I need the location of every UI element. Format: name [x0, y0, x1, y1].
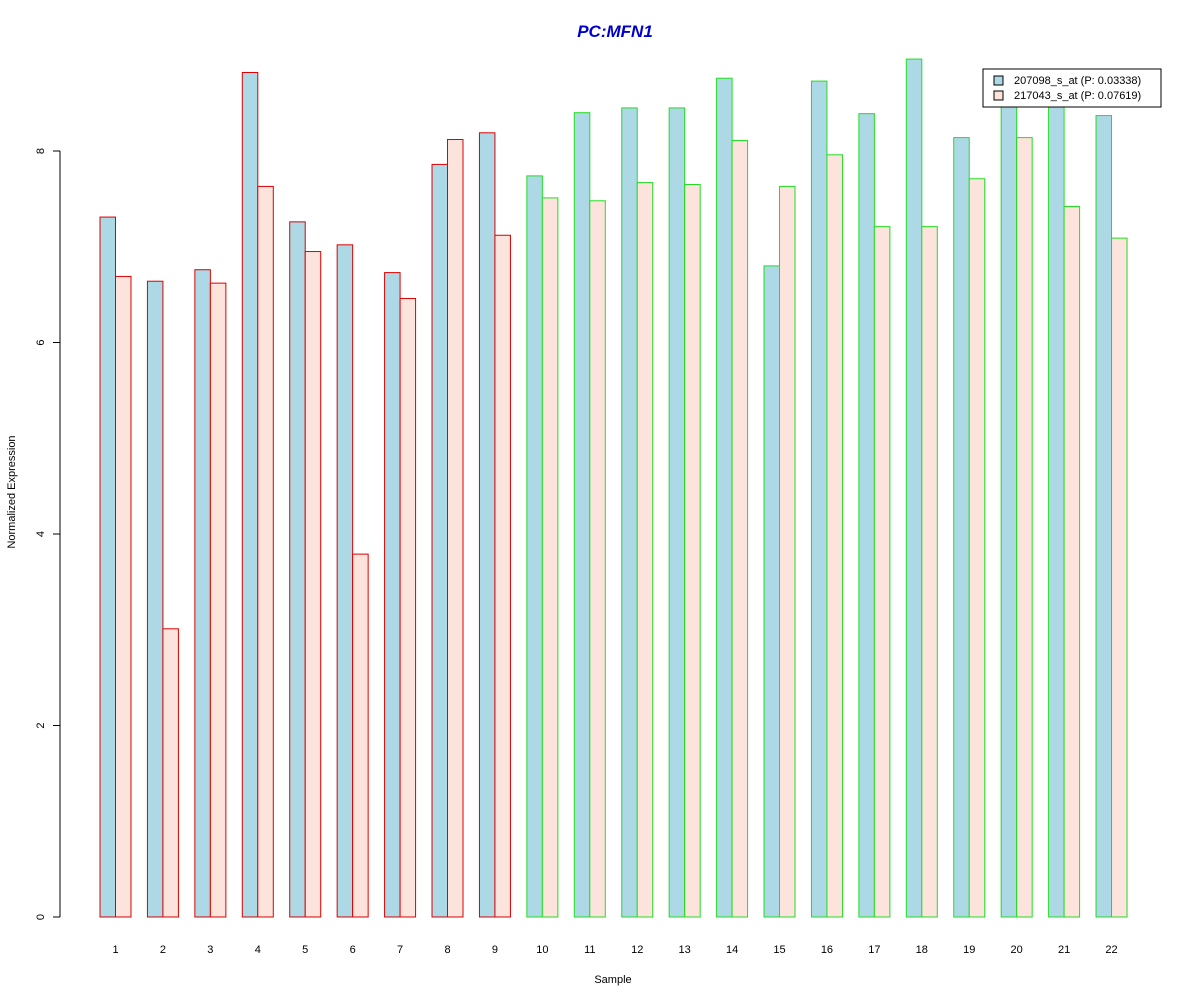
- bar-sample-22-series-1: [1095, 115, 1113, 918]
- y-axis: 0 2 4 6 8: [35, 148, 61, 920]
- bar-sample-19-series-2: [968, 178, 986, 918]
- bar-sample-5-series-2: [304, 251, 322, 918]
- x-tick-label: 12: [631, 944, 643, 956]
- bar-sample-3-series-2: [209, 282, 227, 918]
- y-tick-label: 0: [35, 914, 47, 920]
- bar-sample-13-series-1: [668, 107, 686, 918]
- bar-sample-19-series-1: [953, 137, 970, 918]
- bar-sample-10-series-2: [541, 197, 559, 918]
- y-tick-label: 2: [35, 722, 47, 728]
- bar-sample-14-series-2: [731, 139, 749, 918]
- bar-sample-9-series-1: [478, 132, 496, 918]
- bar-sample-21-series-2: [1063, 206, 1081, 918]
- y-tick-label: 6: [35, 339, 47, 345]
- x-axis-label: Sample: [594, 974, 631, 986]
- x-tick-label: 20: [1011, 944, 1023, 956]
- bar-sample-7-series-2: [399, 297, 417, 918]
- legend-label-series-2: 217043_s_at (P: 0.07619): [1014, 90, 1141, 102]
- x-tick-label: 8: [444, 944, 450, 956]
- bar-sample-20-series-1: [1000, 100, 1018, 918]
- x-tick-label: 6: [350, 944, 356, 956]
- x-tick-label: 4: [255, 944, 261, 956]
- bar-sample-9-series-2: [494, 234, 511, 918]
- x-tick-label: 3: [207, 944, 213, 956]
- chart-title: PC:MFN1: [577, 22, 653, 41]
- x-tick-labels: 1 2 3 4 5 6 7 8 9 10 11 12 13 14 15 16 17 18 19 20 21 22: [112, 944, 1117, 956]
- bar-sample-10-series-1: [526, 175, 543, 918]
- x-tick-label: 22: [1105, 944, 1117, 956]
- x-tick-label: 16: [821, 944, 833, 956]
- bar-sample-6-series-2: [352, 553, 369, 918]
- bar-sample-22-series-2: [1111, 237, 1128, 918]
- x-tick-label: 13: [679, 944, 691, 956]
- bar-sample-15-series-1: [763, 265, 781, 918]
- bar-sample-8-series-1: [431, 163, 449, 918]
- bar-sample-8-series-2: [447, 139, 464, 918]
- x-tick-label: 2: [160, 944, 166, 956]
- bar-sample-11-series-2: [589, 200, 606, 918]
- y-tick-label: 4: [35, 531, 47, 537]
- bar-sample-2-series-2: [162, 628, 179, 918]
- bar-sample-15-series-2: [779, 185, 796, 918]
- bar-sample-12-series-1: [621, 107, 638, 918]
- bar-sample-13-series-2: [684, 184, 701, 918]
- legend: 207098_s_at (P: 0.03338) 217043_s_at (P: …: [982, 68, 1162, 108]
- bar-sample-2-series-1: [146, 280, 164, 918]
- bar-sample-12-series-2: [636, 182, 654, 918]
- bar-sample-7-series-1: [384, 272, 401, 918]
- x-tick-label: 21: [1058, 944, 1070, 956]
- x-tick-label: 19: [963, 944, 975, 956]
- x-tick-label: 15: [773, 944, 785, 956]
- legend-label-series-1: 207098_s_at (P: 0.03338): [1014, 75, 1141, 87]
- x-tick-label: 11: [584, 944, 595, 956]
- bar-sample-21-series-1: [1048, 102, 1065, 918]
- bar-sample-16-series-1: [810, 80, 828, 918]
- legend-swatch-series-2: [993, 90, 1004, 101]
- bar-sample-20-series-2: [1016, 137, 1033, 918]
- x-tick-label: 10: [536, 944, 548, 956]
- bar-sample-3-series-1: [194, 269, 211, 918]
- bar-sample-16-series-2: [826, 154, 843, 918]
- x-tick-label: 5: [302, 944, 308, 956]
- bar-sample-4-series-1: [241, 71, 259, 918]
- y-tick-label: 8: [35, 148, 47, 154]
- legend-box: [982, 68, 1162, 108]
- x-tick-label: 1: [112, 944, 118, 956]
- x-tick-label: 7: [397, 944, 403, 956]
- bar-sample-1-series-1: [99, 216, 116, 918]
- bar-sample-5-series-1: [289, 221, 306, 918]
- x-tick-label: 18: [916, 944, 928, 956]
- bar-sample-11-series-1: [573, 112, 591, 918]
- bar-sample-17-series-2: [873, 226, 891, 918]
- x-tick-label: 17: [868, 944, 880, 956]
- bar-sample-18-series-1: [905, 58, 923, 918]
- bar-sample-4-series-2: [257, 185, 274, 918]
- legend-swatch-series-1: [993, 75, 1004, 86]
- x-tick-label: 9: [492, 944, 498, 956]
- x-tick-label: 14: [726, 944, 738, 956]
- y-axis-label: Normalized Expression: [6, 435, 18, 548]
- bar-sample-1-series-2: [115, 275, 132, 918]
- bar-sample-14-series-1: [716, 77, 733, 918]
- bar-sample-18-series-2: [921, 226, 938, 918]
- bars: [99, 58, 1128, 918]
- bar-sample-6-series-1: [336, 244, 354, 918]
- bar-sample-17-series-1: [858, 113, 875, 918]
